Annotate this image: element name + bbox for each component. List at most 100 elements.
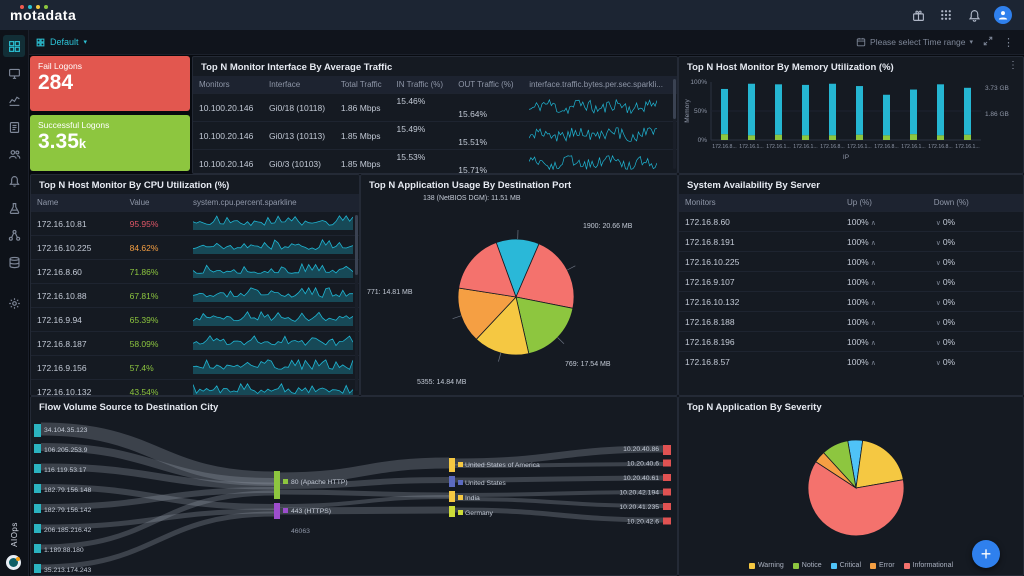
sankey-flow[interactable] bbox=[40, 490, 275, 550]
time-range-selector[interactable]: Please select Time range ▾ bbox=[856, 37, 973, 47]
legend-item[interactable]: Critical bbox=[830, 562, 861, 569]
sankey-dest-node[interactable] bbox=[663, 517, 671, 525]
chevron-down-icon[interactable]: ∨ bbox=[935, 279, 941, 287]
sidebar-item-ncm[interactable] bbox=[3, 197, 25, 219]
sidebar-item-settings[interactable] bbox=[3, 292, 25, 314]
memory-bar[interactable] bbox=[721, 88, 728, 140]
legend-item[interactable]: Informational bbox=[903, 562, 953, 569]
fail-logons-card[interactable]: Fail Logons 284 bbox=[30, 56, 190, 111]
sankey-source-node[interactable] bbox=[34, 544, 41, 553]
table-row[interactable]: 172.16.9.107 100% ∧ ∨ 0% bbox=[679, 271, 1023, 292]
sankey-source-node[interactable] bbox=[34, 524, 41, 533]
flow-sankey-chart[interactable]: 34.104.35.123 106.205.253.9 116.119.53.17 1… bbox=[31, 416, 677, 574]
legend-item[interactable]: Warning bbox=[748, 562, 784, 569]
sankey-dest-node[interactable] bbox=[663, 459, 671, 467]
chevron-up-icon[interactable]: ∧ bbox=[870, 339, 876, 347]
motadata-badge-icon[interactable] bbox=[6, 555, 22, 570]
sidebar-item-topology[interactable] bbox=[3, 224, 25, 246]
sankey-flow[interactable] bbox=[40, 463, 275, 490]
sankey-source-node[interactable] bbox=[34, 424, 41, 437]
chevron-up-icon[interactable]: ∧ bbox=[870, 239, 876, 247]
table-row[interactable]: 172.16.8.57 100% ∧ ∨ 0% bbox=[679, 351, 1023, 371]
scrollbar[interactable] bbox=[673, 79, 676, 169]
sidebar-item-dashboard[interactable] bbox=[3, 35, 25, 57]
add-button[interactable]: + bbox=[972, 540, 1000, 568]
sidebar-item-alerts[interactable] bbox=[3, 170, 25, 192]
sankey-flow[interactable] bbox=[454, 462, 664, 468]
sankey-flow[interactable] bbox=[40, 422, 275, 485]
chevron-down-icon[interactable]: ∨ bbox=[935, 239, 941, 247]
kebab-menu-icon[interactable]: ⋮ bbox=[1003, 36, 1014, 49]
sankey-source-node[interactable] bbox=[34, 464, 41, 473]
sankey-dest-node[interactable] bbox=[663, 445, 671, 455]
user-avatar[interactable] bbox=[994, 6, 1012, 24]
dashboard-selector[interactable]: Default ▾ bbox=[36, 37, 87, 47]
sankey-flow[interactable] bbox=[40, 508, 275, 530]
sankey-dest-node[interactable] bbox=[663, 474, 671, 481]
table-row[interactable]: 172.16.10.132 100% ∧ ∨ 0% bbox=[679, 291, 1023, 312]
table-row[interactable]: 172.16.8.187 58.09% bbox=[31, 331, 359, 356]
chevron-up-icon[interactable]: ∧ bbox=[870, 319, 876, 327]
memory-bar[interactable] bbox=[829, 83, 836, 140]
table-row[interactable]: 172.16.10.132 43.54% bbox=[31, 379, 359, 395]
table-row[interactable]: 10.100.20.146 Gi0/3 (10103) 1.85 Mbps 15.53… bbox=[193, 149, 677, 173]
table-row[interactable]: 172.16.8.60 100% ∧ ∨ 0% bbox=[679, 211, 1023, 232]
table-row[interactable]: 10.100.20.146 Gi0/13 (10113) 1.85 Mbps 15.4… bbox=[193, 121, 677, 150]
pie-slice[interactable] bbox=[457, 287, 517, 340]
sankey-country-node[interactable] bbox=[449, 506, 455, 517]
chevron-up-icon[interactable]: ∧ bbox=[870, 279, 876, 287]
table-row[interactable]: 172.16.8.191 100% ∧ ∨ 0% bbox=[679, 231, 1023, 252]
sankey-port-node[interactable] bbox=[274, 471, 280, 499]
memory-bar[interactable] bbox=[856, 86, 863, 140]
table-row[interactable]: 172.16.10.81 95.95% bbox=[31, 211, 359, 236]
chevron-down-icon[interactable]: ∨ bbox=[935, 339, 941, 347]
pie-slice[interactable] bbox=[855, 440, 904, 489]
gift-icon[interactable] bbox=[910, 7, 926, 23]
sidebar-item-logs[interactable] bbox=[3, 251, 25, 273]
chevron-down-icon[interactable]: ∨ bbox=[935, 219, 941, 227]
sankey-flow[interactable] bbox=[454, 507, 664, 523]
memory-bar[interactable] bbox=[883, 94, 890, 140]
sankey-country-node[interactable] bbox=[449, 476, 455, 487]
scrollbar[interactable] bbox=[355, 215, 358, 391]
sankey-port-node[interactable] bbox=[274, 503, 280, 519]
fullscreen-icon[interactable] bbox=[983, 36, 993, 48]
chevron-up-icon[interactable]: ∧ bbox=[870, 259, 876, 267]
table-row[interactable]: 172.16.10.225 84.62% bbox=[31, 235, 359, 260]
sankey-flow[interactable] bbox=[279, 489, 450, 498]
table-row[interactable]: 172.16.8.196 100% ∧ ∨ 0% bbox=[679, 331, 1023, 352]
pie-slice[interactable] bbox=[475, 296, 530, 356]
table-row[interactable]: 172.16.8.188 100% ∧ ∨ 0% bbox=[679, 311, 1023, 332]
sankey-flow[interactable] bbox=[279, 495, 450, 508]
pie-slice[interactable] bbox=[807, 461, 905, 537]
sankey-flow[interactable] bbox=[40, 484, 275, 510]
chevron-down-icon[interactable]: ∨ bbox=[935, 359, 941, 367]
chevron-down-icon[interactable]: ∨ bbox=[935, 259, 941, 267]
sidebar-item-users[interactable] bbox=[3, 143, 25, 165]
memory-bar[interactable] bbox=[937, 84, 944, 140]
chevron-down-icon[interactable]: ∨ bbox=[935, 319, 941, 327]
legend-item[interactable]: Error bbox=[870, 562, 895, 569]
table-row[interactable]: 172.16.9.156 57.4% bbox=[31, 355, 359, 380]
sankey-flow[interactable] bbox=[40, 487, 275, 510]
sankey-flow[interactable] bbox=[279, 477, 450, 489]
sankey-flow[interactable] bbox=[40, 443, 275, 486]
sankey-flow[interactable] bbox=[279, 506, 450, 515]
pie-slice[interactable] bbox=[515, 296, 574, 355]
sankey-flow[interactable] bbox=[454, 445, 664, 466]
success-logons-card[interactable]: Successful Logons 3.35k bbox=[30, 115, 190, 171]
table-row[interactable]: 172.16.10.225 100% ∧ ∨ 0% bbox=[679, 251, 1023, 272]
sidebar-item-monitor[interactable] bbox=[3, 62, 25, 84]
memory-bar[interactable] bbox=[802, 84, 809, 140]
sankey-source-node[interactable] bbox=[34, 504, 41, 513]
chevron-up-icon[interactable]: ∧ bbox=[870, 359, 876, 367]
sankey-source-node[interactable] bbox=[34, 564, 41, 573]
sankey-flow[interactable] bbox=[454, 490, 664, 497]
pie-slice[interactable] bbox=[515, 243, 575, 309]
sidebar-item-reports[interactable] bbox=[3, 116, 25, 138]
sankey-flow[interactable] bbox=[454, 475, 664, 483]
sankey-source-node[interactable] bbox=[34, 484, 41, 493]
memory-bar[interactable] bbox=[775, 84, 782, 140]
sankey-dest-node[interactable] bbox=[663, 503, 671, 510]
bell-icon[interactable] bbox=[966, 7, 982, 23]
